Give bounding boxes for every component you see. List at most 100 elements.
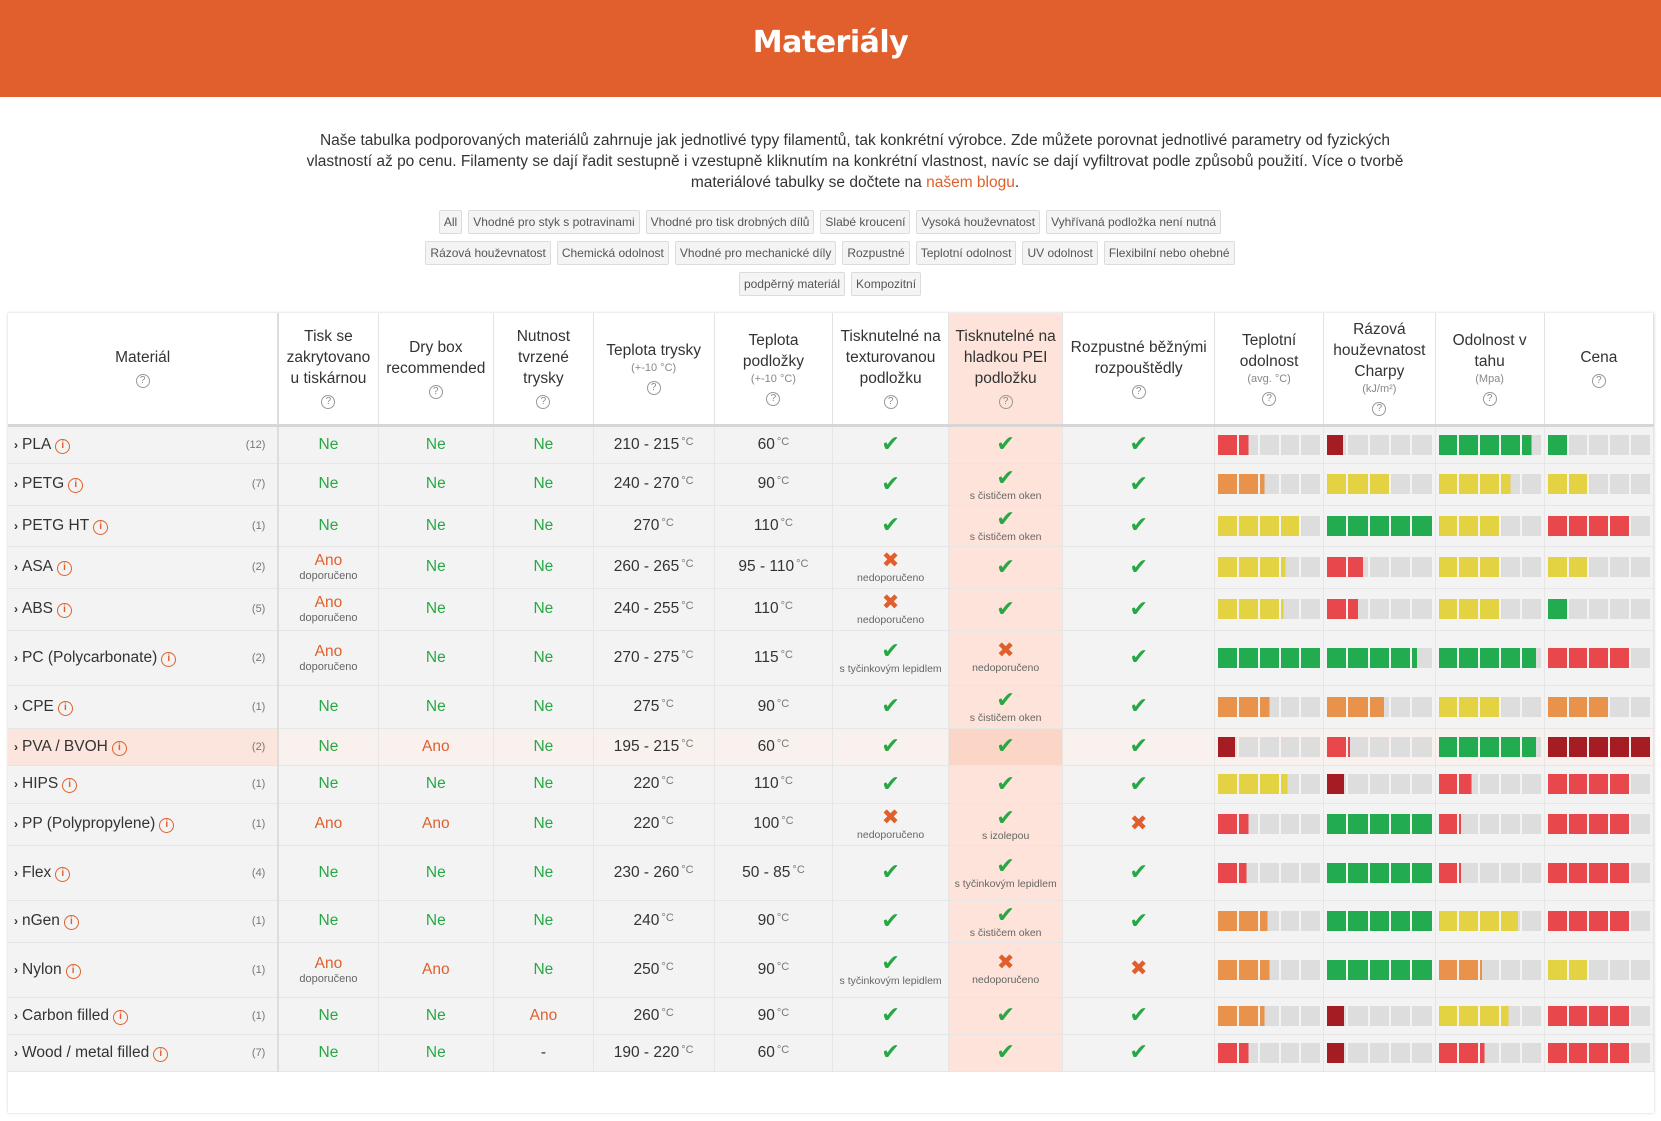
material-name[interactable]: ASA bbox=[22, 558, 54, 575]
material-name[interactable]: PVA / BVOH bbox=[22, 737, 108, 755]
table-row[interactable]: › HIPS i (1) Ne Ne Ne 220 °C 110 °C ✔ ✔ ✔ bbox=[8, 765, 1654, 804]
chevron-right-icon[interactable]: › bbox=[14, 962, 18, 977]
material-cell[interactable]: › CPE i (1) bbox=[8, 685, 280, 729]
table-row[interactable]: › Nylon i (1) Ano doporučeno Ano Ne 250 °C 90 °C ✔ s … bbox=[8, 942, 1654, 998]
col-smooth-pei[interactable]: Tisknutelné na hladkou PEI podložku? bbox=[948, 313, 1064, 427]
table-row[interactable]: › PLA i (12) Ne Ne Ne 210 - 215 °C 60 °C ✔ ✔ ✔ bbox=[8, 425, 1654, 464]
info-icon[interactable]: i bbox=[68, 478, 84, 493]
info-icon[interactable]: i bbox=[57, 603, 73, 618]
chevron-right-icon[interactable]: › bbox=[14, 817, 18, 831]
material-cell[interactable]: › ASA i (2) bbox=[8, 546, 280, 589]
material-name[interactable]: PETG HT bbox=[22, 516, 90, 534]
filter-button[interactable]: Vhodné pro styk s potravinami bbox=[468, 210, 640, 234]
info-icon[interactable]: i bbox=[93, 519, 109, 535]
info-icon[interactable]: i bbox=[63, 915, 79, 930]
filter-button[interactable]: Vyhřívaná podložka není nutná bbox=[1046, 210, 1222, 234]
col-soluble[interactable]: Rozpustné běžnými rozpouštědly? bbox=[1062, 313, 1215, 427]
info-icon[interactable]: i bbox=[153, 1046, 169, 1062]
table-row[interactable]: › Wood / metal filled i (7) Ne Ne -190 - 220 °C… bbox=[8, 1034, 1654, 1072]
material-cell[interactable]: › HIPS i (1) bbox=[8, 765, 280, 804]
col-bed-temp[interactable]: Teplota podložky (+-10 °C)? bbox=[714, 313, 834, 427]
info-icon[interactable]: i bbox=[57, 561, 73, 576]
col-material[interactable]: Materiál? bbox=[8, 313, 280, 427]
material-name[interactable]: PETG bbox=[22, 475, 65, 492]
material-cell[interactable]: › Flex i (4) bbox=[8, 845, 280, 901]
material-cell[interactable]: › Nylon i (1) bbox=[8, 942, 280, 998]
help-icon[interactable]: ? bbox=[1131, 384, 1146, 399]
filter-button[interactable]: Rozpustné bbox=[842, 241, 910, 265]
chevron-right-icon[interactable]: › bbox=[14, 560, 18, 574]
chevron-right-icon[interactable]: › bbox=[14, 739, 18, 754]
col-drybox[interactable]: Dry box recommended? bbox=[378, 313, 495, 427]
info-icon[interactable]: i bbox=[55, 866, 71, 882]
material-cell[interactable]: › Carbon filled i (1) bbox=[8, 997, 280, 1035]
filter-button[interactable]: Vhodné pro mechanické díly bbox=[674, 241, 837, 265]
info-icon[interactable]: i bbox=[113, 1009, 129, 1025]
filter-button[interactable]: Chemická odolnost bbox=[556, 241, 669, 265]
chevron-right-icon[interactable]: › bbox=[14, 518, 18, 533]
help-icon[interactable]: ? bbox=[321, 395, 336, 410]
filter-button[interactable]: podpěrný materiál bbox=[738, 272, 846, 296]
info-icon[interactable]: i bbox=[161, 651, 177, 667]
table-row[interactable]: › ABS i (5) Ano doporučeno Ne Ne 240 - 255 °C 110 °… bbox=[8, 588, 1654, 631]
chevron-right-icon[interactable]: › bbox=[14, 437, 18, 452]
col-price[interactable]: Cena? bbox=[1544, 313, 1654, 427]
material-cell[interactable]: › Wood / metal filled i (7) bbox=[8, 1034, 280, 1072]
material-name[interactable]: Carbon filled bbox=[22, 1006, 110, 1024]
filter-button[interactable]: Vysoká houževnatost bbox=[916, 210, 1041, 234]
material-cell[interactable]: › PETG HT i (1) bbox=[8, 505, 280, 547]
chevron-right-icon[interactable]: › bbox=[14, 477, 18, 491]
material-cell[interactable]: › PVA / BVOH i (2) bbox=[8, 728, 280, 766]
info-icon[interactable]: i bbox=[57, 700, 73, 716]
material-name[interactable]: PC (Polycarbonate) bbox=[22, 648, 158, 666]
help-icon[interactable]: ? bbox=[1262, 391, 1277, 406]
filter-button[interactable]: Kompozitní bbox=[851, 272, 922, 296]
col-nozzle-temp[interactable]: Teplota trysky (+-10 °C)? bbox=[593, 313, 715, 427]
help-icon[interactable]: ? bbox=[428, 384, 443, 399]
table-row[interactable]: › PC (Polycarbonate) i (2) Ano doporučeno Ne Ne… bbox=[8, 630, 1654, 686]
col-heat-resistance[interactable]: Teplotní odolnost (avg. °C)? bbox=[1214, 313, 1325, 427]
info-icon[interactable]: i bbox=[55, 438, 71, 454]
material-name[interactable]: PLA bbox=[22, 435, 52, 453]
help-icon[interactable]: ? bbox=[646, 381, 661, 396]
table-row[interactable]: › nGen i (1) Ne Ne Ne 240 °C 90 °C ✔ ✔ s čističem oke… bbox=[8, 900, 1654, 943]
table-row[interactable]: › Flex i (4) Ne Ne Ne 230 - 260 °C 50 - 85 °C ✔ ✔ s t… bbox=[8, 845, 1654, 901]
chevron-right-icon[interactable]: › bbox=[14, 650, 18, 665]
chevron-right-icon[interactable]: › bbox=[14, 777, 18, 791]
table-row[interactable]: › PVA / BVOH i (2) Ne Ano Ne 195 - 215 °C 60 °C ✔ ✔ ✔ bbox=[8, 728, 1654, 766]
help-icon[interactable]: ? bbox=[1372, 402, 1387, 417]
info-icon[interactable]: i bbox=[159, 818, 175, 833]
material-cell[interactable]: › ABS i (5) bbox=[8, 588, 280, 631]
col-enclosure[interactable]: Tisk se zakrytovano u tiskárnou? bbox=[278, 313, 379, 427]
help-icon[interactable]: ? bbox=[883, 395, 898, 410]
info-icon[interactable]: i bbox=[111, 740, 127, 756]
help-icon[interactable]: ? bbox=[998, 395, 1013, 410]
help-icon[interactable]: ? bbox=[135, 374, 150, 389]
help-icon[interactable]: ? bbox=[1482, 391, 1497, 406]
material-name[interactable]: CPE bbox=[22, 697, 54, 715]
info-icon[interactable]: i bbox=[62, 778, 78, 793]
help-icon[interactable]: ? bbox=[536, 395, 551, 410]
filter-button[interactable]: All bbox=[438, 210, 463, 234]
help-icon[interactable]: ? bbox=[1591, 374, 1606, 389]
filter-button[interactable]: Flexibilní nebo ohebné bbox=[1103, 241, 1235, 265]
chevron-right-icon[interactable]: › bbox=[14, 865, 18, 880]
col-hardened-nozzle[interactable]: Nutnost tvrzené trysky? bbox=[493, 313, 594, 427]
filter-button[interactable]: Rázová houževnatost bbox=[425, 241, 551, 265]
material-name[interactable]: PP (Polypropylene) bbox=[22, 815, 156, 832]
col-tensile-strength[interactable]: Odolnost v tahu (Mpa)? bbox=[1435, 313, 1545, 427]
material-name[interactable]: Nylon bbox=[22, 960, 62, 978]
material-cell[interactable]: › PETG i (7) bbox=[8, 463, 280, 506]
table-row[interactable]: › PETG HT i (1) Ne Ne Ne 270 °C 110 °C ✔ ✔ s čističem… bbox=[8, 505, 1654, 547]
chevron-right-icon[interactable]: › bbox=[14, 602, 18, 616]
col-textured-sheet[interactable]: Tisknutelné na texturovanou podložku? bbox=[832, 313, 949, 427]
filter-button[interactable]: UV odolnost bbox=[1022, 241, 1098, 265]
chevron-right-icon[interactable]: › bbox=[14, 1008, 18, 1023]
blog-link[interactable]: našem blogu bbox=[926, 174, 1015, 191]
table-row[interactable]: › PETG i (7) Ne Ne Ne 240 - 270 °C 90 °C ✔ ✔ s čistič… bbox=[8, 463, 1654, 506]
material-name[interactable]: HIPS bbox=[22, 775, 59, 792]
material-cell[interactable]: › nGen i (1) bbox=[8, 900, 280, 943]
material-name[interactable]: nGen bbox=[22, 912, 60, 929]
col-impact-strength[interactable]: Rázová houževnatost Charpy (kJ/m²)? bbox=[1323, 313, 1436, 427]
material-name[interactable]: Flex bbox=[22, 863, 52, 881]
